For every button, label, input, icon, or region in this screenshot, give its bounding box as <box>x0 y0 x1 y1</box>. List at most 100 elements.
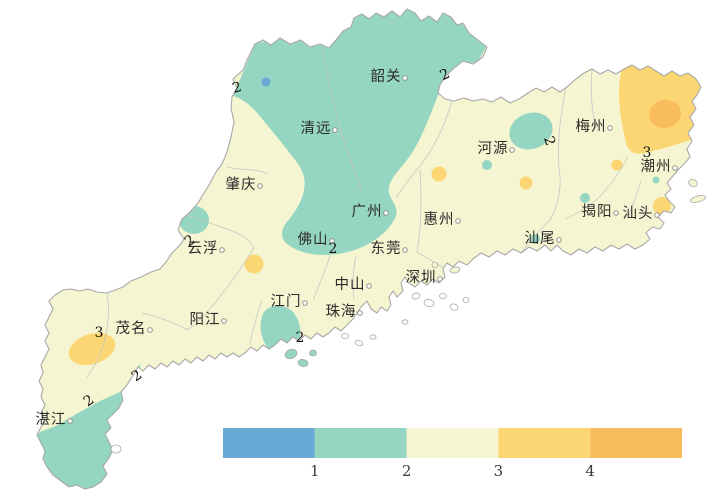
city-border-line <box>141 312 189 331</box>
city-border-line <box>352 255 357 301</box>
city-dot <box>402 247 408 253</box>
value-dot-marker-yellow <box>431 166 447 182</box>
city-dot <box>221 318 227 324</box>
colorbar-segment-4 <box>498 428 591 458</box>
city-border-line <box>312 255 331 301</box>
city-dot <box>357 310 363 316</box>
city-label: 揭阳 <box>582 203 613 220</box>
colorbar-tick-label-4: 4 <box>585 462 595 480</box>
value-dot-marker-teal <box>482 160 492 170</box>
island <box>688 178 698 188</box>
value-dot-marker-yellow <box>244 254 264 274</box>
city-dot <box>455 218 461 224</box>
city-dot <box>67 418 73 424</box>
city-label: 江门 <box>271 293 302 310</box>
value-dot-marker-teal <box>530 234 540 244</box>
colorbar-tick-label-1: 1 <box>310 462 320 480</box>
city-dot <box>654 212 660 218</box>
islands-layer <box>110 178 707 454</box>
city-dot <box>509 147 515 153</box>
city-border-line <box>549 86 567 221</box>
island <box>297 359 309 367</box>
city-label: 阳江 <box>190 311 221 328</box>
city-border-line <box>321 46 363 193</box>
contour-region-yunfu-low <box>179 206 209 234</box>
city-border-line <box>226 166 269 175</box>
city-border-line <box>183 213 255 249</box>
contour-region-northeast-core <box>649 99 681 129</box>
city-label: 东莞 <box>371 240 402 257</box>
colorbar-segment-1 <box>223 428 315 458</box>
city-label: 广州 <box>352 203 383 220</box>
city-borders-layer <box>86 46 642 378</box>
contour-value-label: 2 <box>231 79 244 97</box>
city-dot <box>257 183 263 189</box>
island <box>110 444 122 454</box>
city-border-line <box>628 180 642 217</box>
city-border-line <box>416 169 422 253</box>
city-label: 惠州 <box>424 211 455 228</box>
city-dot <box>332 127 338 133</box>
city-border-line <box>86 292 109 378</box>
island <box>284 348 298 360</box>
value-dot-marker-yellow <box>611 159 623 171</box>
colorbar-tick-label-3: 3 <box>494 462 504 480</box>
city-dot <box>383 210 389 216</box>
city-dot <box>402 75 408 81</box>
contour-value-label: 2 <box>329 241 338 257</box>
city-dot <box>556 237 562 243</box>
island <box>341 333 349 339</box>
contour-region-maoming-high <box>68 332 116 366</box>
contour-region-heyuan-low <box>509 112 553 150</box>
city-label: 珠海 <box>326 303 357 320</box>
province-outline <box>36 8 702 490</box>
contour-value-label: 3 <box>643 145 652 161</box>
city-border-line <box>521 219 551 253</box>
city-label: 深圳 <box>406 269 437 286</box>
colorbar-segment-2 <box>314 428 407 458</box>
city-border-line <box>249 299 263 346</box>
colorbar-segment-3 <box>406 428 499 458</box>
city-dot <box>613 210 619 216</box>
city-label: 云浮 <box>188 240 219 257</box>
island <box>689 195 707 203</box>
value-dot-marker-teal <box>580 193 590 203</box>
city-border-line <box>565 155 629 220</box>
value-dot-marker-teal <box>652 176 660 184</box>
city-label: 茂名 <box>116 320 147 337</box>
island <box>449 303 459 311</box>
colorbar-legend: 1 2 3 4 <box>223 428 682 480</box>
city-label: 佛山 <box>298 231 329 248</box>
island <box>369 334 377 340</box>
city-border-line <box>590 69 597 129</box>
island <box>462 297 470 303</box>
colorbar-tick-label-2: 2 <box>402 462 412 480</box>
city-label: 肇庆 <box>226 176 257 193</box>
island <box>449 266 461 274</box>
city-dot <box>147 327 153 333</box>
city-dot <box>366 283 372 289</box>
city-border-line <box>187 247 255 331</box>
city-dot <box>219 247 225 253</box>
city-label: 清远 <box>301 120 332 137</box>
island <box>423 299 435 307</box>
island <box>439 293 447 299</box>
value-dot-marker-yellow <box>653 197 671 215</box>
city-label: 湛江 <box>36 411 67 428</box>
contour-value-label: 3 <box>95 325 104 341</box>
island <box>401 319 409 325</box>
city-label: 汕头 <box>623 205 654 222</box>
city-label: 河源 <box>478 140 509 157</box>
city-label: 梅州 <box>576 118 607 135</box>
city-dot <box>302 300 308 306</box>
city-dot <box>672 165 678 171</box>
contour-region-north-low <box>233 9 487 255</box>
city-dot <box>607 125 613 131</box>
contour-value-label: 2 <box>296 330 305 346</box>
city-border-line <box>395 100 453 199</box>
city-dot <box>437 276 443 282</box>
city-label: 韶关 <box>371 68 402 85</box>
colorbar-segment-5 <box>590 428 682 458</box>
